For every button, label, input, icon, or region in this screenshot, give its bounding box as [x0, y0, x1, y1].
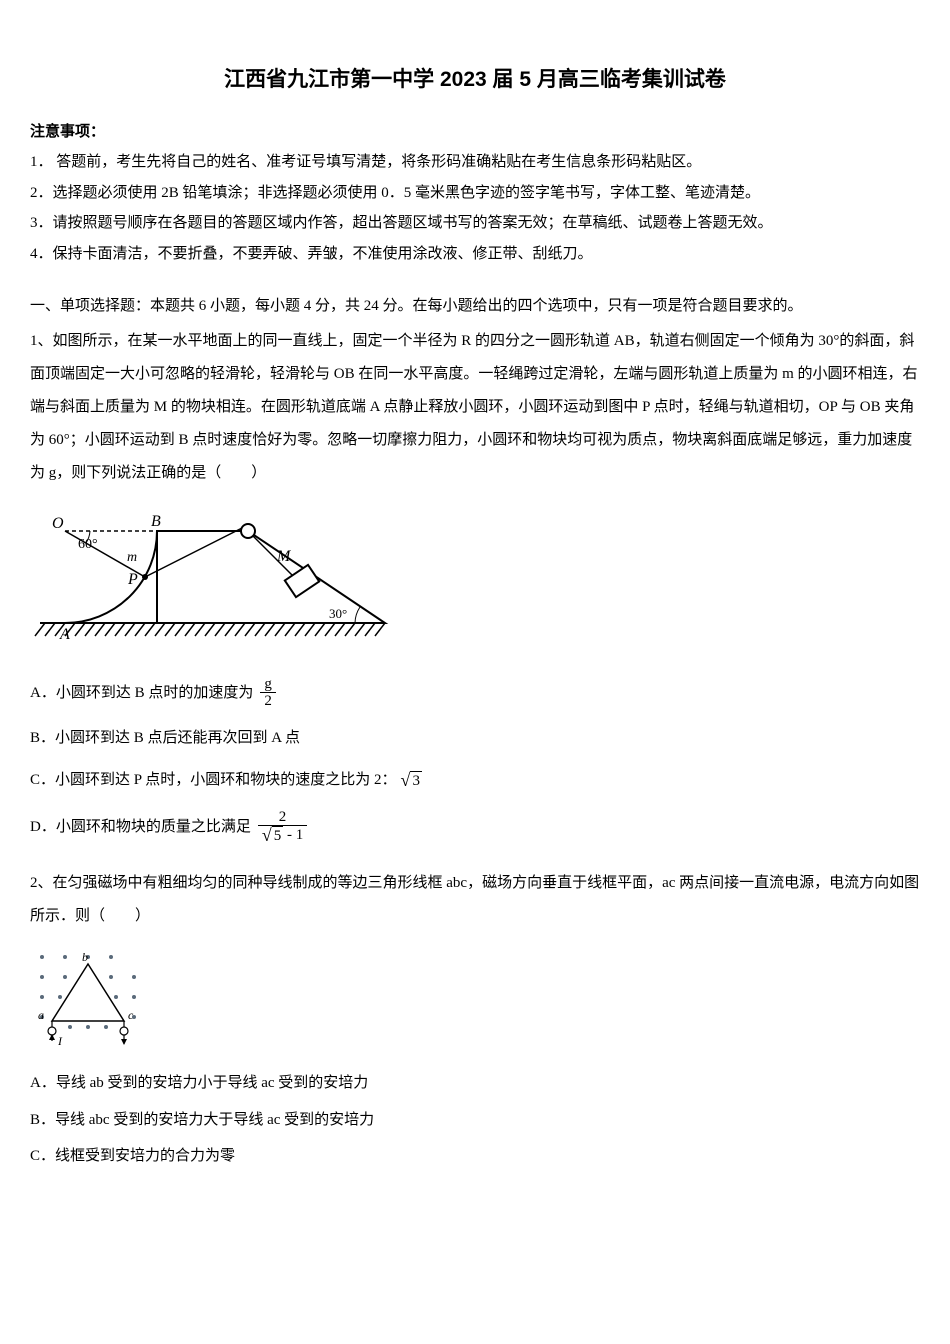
notice-item-1: 1． 答题前，考生先将自己的姓名、准考证号填写清楚，将条形码准确粘贴在考生信息条… — [30, 148, 920, 177]
svg-text:m: m — [127, 550, 137, 565]
question-1-text: 1、如图所示，在某一水平地面上的同一直线上，固定一个半径为 R 的四分之一圆形轨… — [30, 325, 920, 490]
svg-text:A: A — [59, 626, 70, 643]
section-1-header: 一、单项选择题：本题共 6 小题，每小题 4 分，共 24 分。在每小题给出的四… — [30, 292, 920, 321]
fraction-g-over-2: g 2 — [260, 676, 276, 710]
sqrt-sign-icon: √ — [262, 826, 272, 844]
notice-item-3: 3．请按照题号顺序在各题目的答题区域内作答，超出答题区域书写的答案无效；在草稿纸… — [30, 209, 920, 238]
frac-den: √ 5 - 1 — [258, 825, 307, 845]
notice-item-2: 2．选择题必须使用 2B 铅笔填涂；非选择题必须使用 0．5 毫米黑色字迹的签字… — [30, 179, 920, 208]
q1-option-b: B．小圆环到达 B 点后还能再次回到 A 点 — [30, 724, 920, 753]
minus-one: - 1 — [287, 827, 303, 843]
svg-text:60°: 60° — [78, 537, 98, 552]
frac-num: 2 — [275, 809, 291, 826]
svg-text:O: O — [52, 515, 64, 532]
question-2-diagram: b a c I — [30, 949, 920, 1049]
svg-text:c: c — [128, 1008, 134, 1022]
q1-option-a: A．小圆环到达 B 点时的加速度为 g 2 — [30, 676, 920, 710]
sqrt-sign-icon: √ — [401, 771, 411, 789]
q2-option-c: C．线框受到安培力的合力为零 — [30, 1142, 920, 1171]
frac-den: 2 — [260, 692, 276, 710]
sqrt-content: 5 — [272, 826, 284, 845]
svg-text:B: B — [151, 513, 161, 530]
exam-title: 江西省九江市第一中学 2023 届 5 月高三临考集训试卷 — [30, 60, 920, 100]
svg-text:b: b — [82, 950, 88, 964]
svg-text:P: P — [127, 571, 138, 588]
q1-optD-text: D．小圆环和物块的质量之比满足 — [30, 813, 251, 842]
fraction-2-over-sqrt5-1: 2 √ 5 - 1 — [258, 809, 307, 846]
svg-text:a: a — [38, 1008, 44, 1022]
question-2-text: 2、在匀强磁场中有粗细均匀的同种导线制成的等边三角形线框 abc，磁场方向垂直于… — [30, 867, 920, 933]
svg-text:30°: 30° — [329, 606, 347, 621]
notice-header: 注意事项： — [30, 118, 920, 147]
frac-num: g — [260, 676, 276, 693]
sqrt-5: √ 5 — [262, 826, 283, 845]
question-1-diagram: O 60° B P A M 30° m — [30, 506, 920, 656]
svg-text:I: I — [57, 1034, 63, 1048]
q1-optC-text: C．小圆环到达 P 点时，小圆环和物块的速度之比为 2： — [30, 766, 397, 795]
q2-option-b: B．导线 abc 受到的安培力大于导线 ac 受到的安培力 — [30, 1106, 920, 1135]
q2-option-a: A．导线 ab 受到的安培力小于导线 ac 受到的安培力 — [30, 1069, 920, 1098]
q1-option-d: D．小圆环和物块的质量之比满足 2 √ 5 - 1 — [30, 809, 920, 846]
sqrt-content: 3 — [410, 771, 422, 790]
svg-text:M: M — [276, 548, 292, 565]
q1-optA-text: A．小圆环到达 B 点时的加速度为 — [30, 679, 253, 708]
q1-option-c: C．小圆环到达 P 点时，小圆环和物块的速度之比为 2： √ 3 — [30, 766, 920, 795]
notice-item-4: 4．保持卡面清洁，不要折叠，不要弄破、弄皱，不准使用涂改液、修正带、刮纸刀。 — [30, 240, 920, 269]
sqrt-3: √ 3 — [401, 771, 422, 790]
